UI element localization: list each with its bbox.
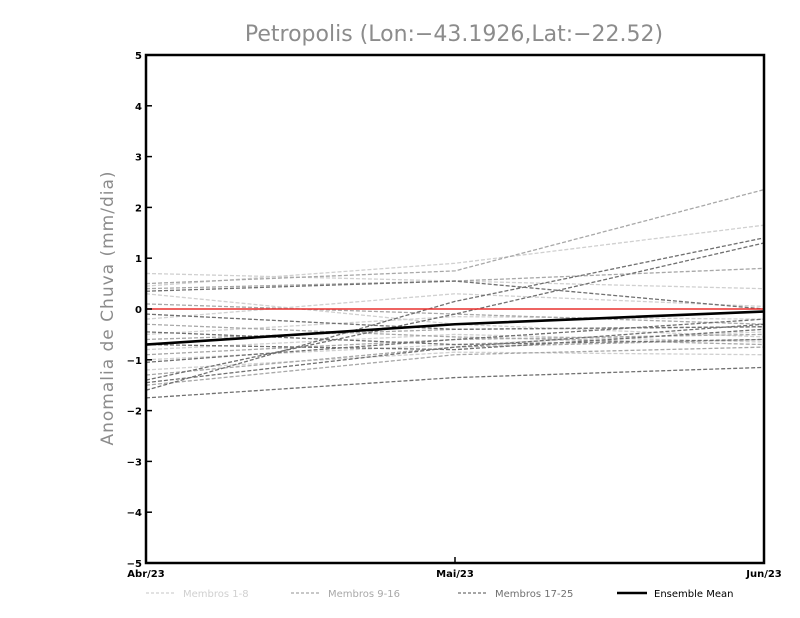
series-layer — [145, 188, 765, 399]
y-tick-label: 2 — [135, 203, 142, 214]
member-line-12 — [145, 323, 765, 346]
y-tick-label: 4 — [135, 102, 142, 113]
member-line-18 — [145, 242, 765, 381]
legend-label-2: Membros 9-16 — [328, 589, 400, 600]
chart-title: Petropolis (Lon:−43.1926,Lat:−22.52) — [245, 22, 663, 47]
member-line-15 — [145, 338, 765, 376]
member-line-20 — [145, 313, 765, 330]
member-line-16 — [145, 346, 765, 386]
mean-layer — [145, 310, 765, 346]
y-tick-label: −2 — [127, 407, 142, 418]
legend-label-4: Ensemble Mean — [654, 589, 733, 600]
member-line-5 — [145, 333, 765, 351]
y-tick-label: 0 — [135, 305, 142, 316]
member-line-8 — [145, 293, 765, 338]
y-tick-label: 5 — [135, 51, 142, 62]
y-tick-label: 3 — [135, 153, 142, 164]
legend-label-3: Membros 17-25 — [495, 589, 573, 600]
y-tick-label: 1 — [135, 254, 142, 265]
ensemble-mean-line — [145, 310, 765, 346]
legend: Membros 1-8 Membros 9-16 Membros 17-25 Ense… — [146, 589, 733, 600]
x-tick-label: Jun/23 — [745, 569, 782, 580]
y-tick-label: −5 — [127, 559, 142, 570]
y-tick-label: −4 — [127, 508, 142, 519]
member-line-7 — [145, 351, 765, 371]
legend-label-1: Membros 1-8 — [183, 589, 249, 600]
member-line-19 — [145, 280, 765, 310]
y-tick-label: −3 — [127, 457, 142, 468]
y-axis-label: Anomalia de Chuva (mm/dia) — [98, 170, 118, 445]
member-line-25 — [145, 366, 765, 399]
x-tick-label: Mai/23 — [436, 569, 474, 580]
member-line-9 — [145, 188, 765, 285]
x-tick-label: Abr/23 — [127, 569, 164, 580]
y-tick-label: −1 — [127, 356, 142, 367]
member-line-2 — [145, 224, 765, 287]
member-line-24 — [145, 323, 765, 384]
member-line-17 — [145, 237, 765, 391]
member-line-23 — [145, 318, 765, 363]
member-line-21 — [145, 331, 765, 346]
member-line-3 — [145, 293, 765, 320]
member-line-22 — [145, 328, 765, 351]
